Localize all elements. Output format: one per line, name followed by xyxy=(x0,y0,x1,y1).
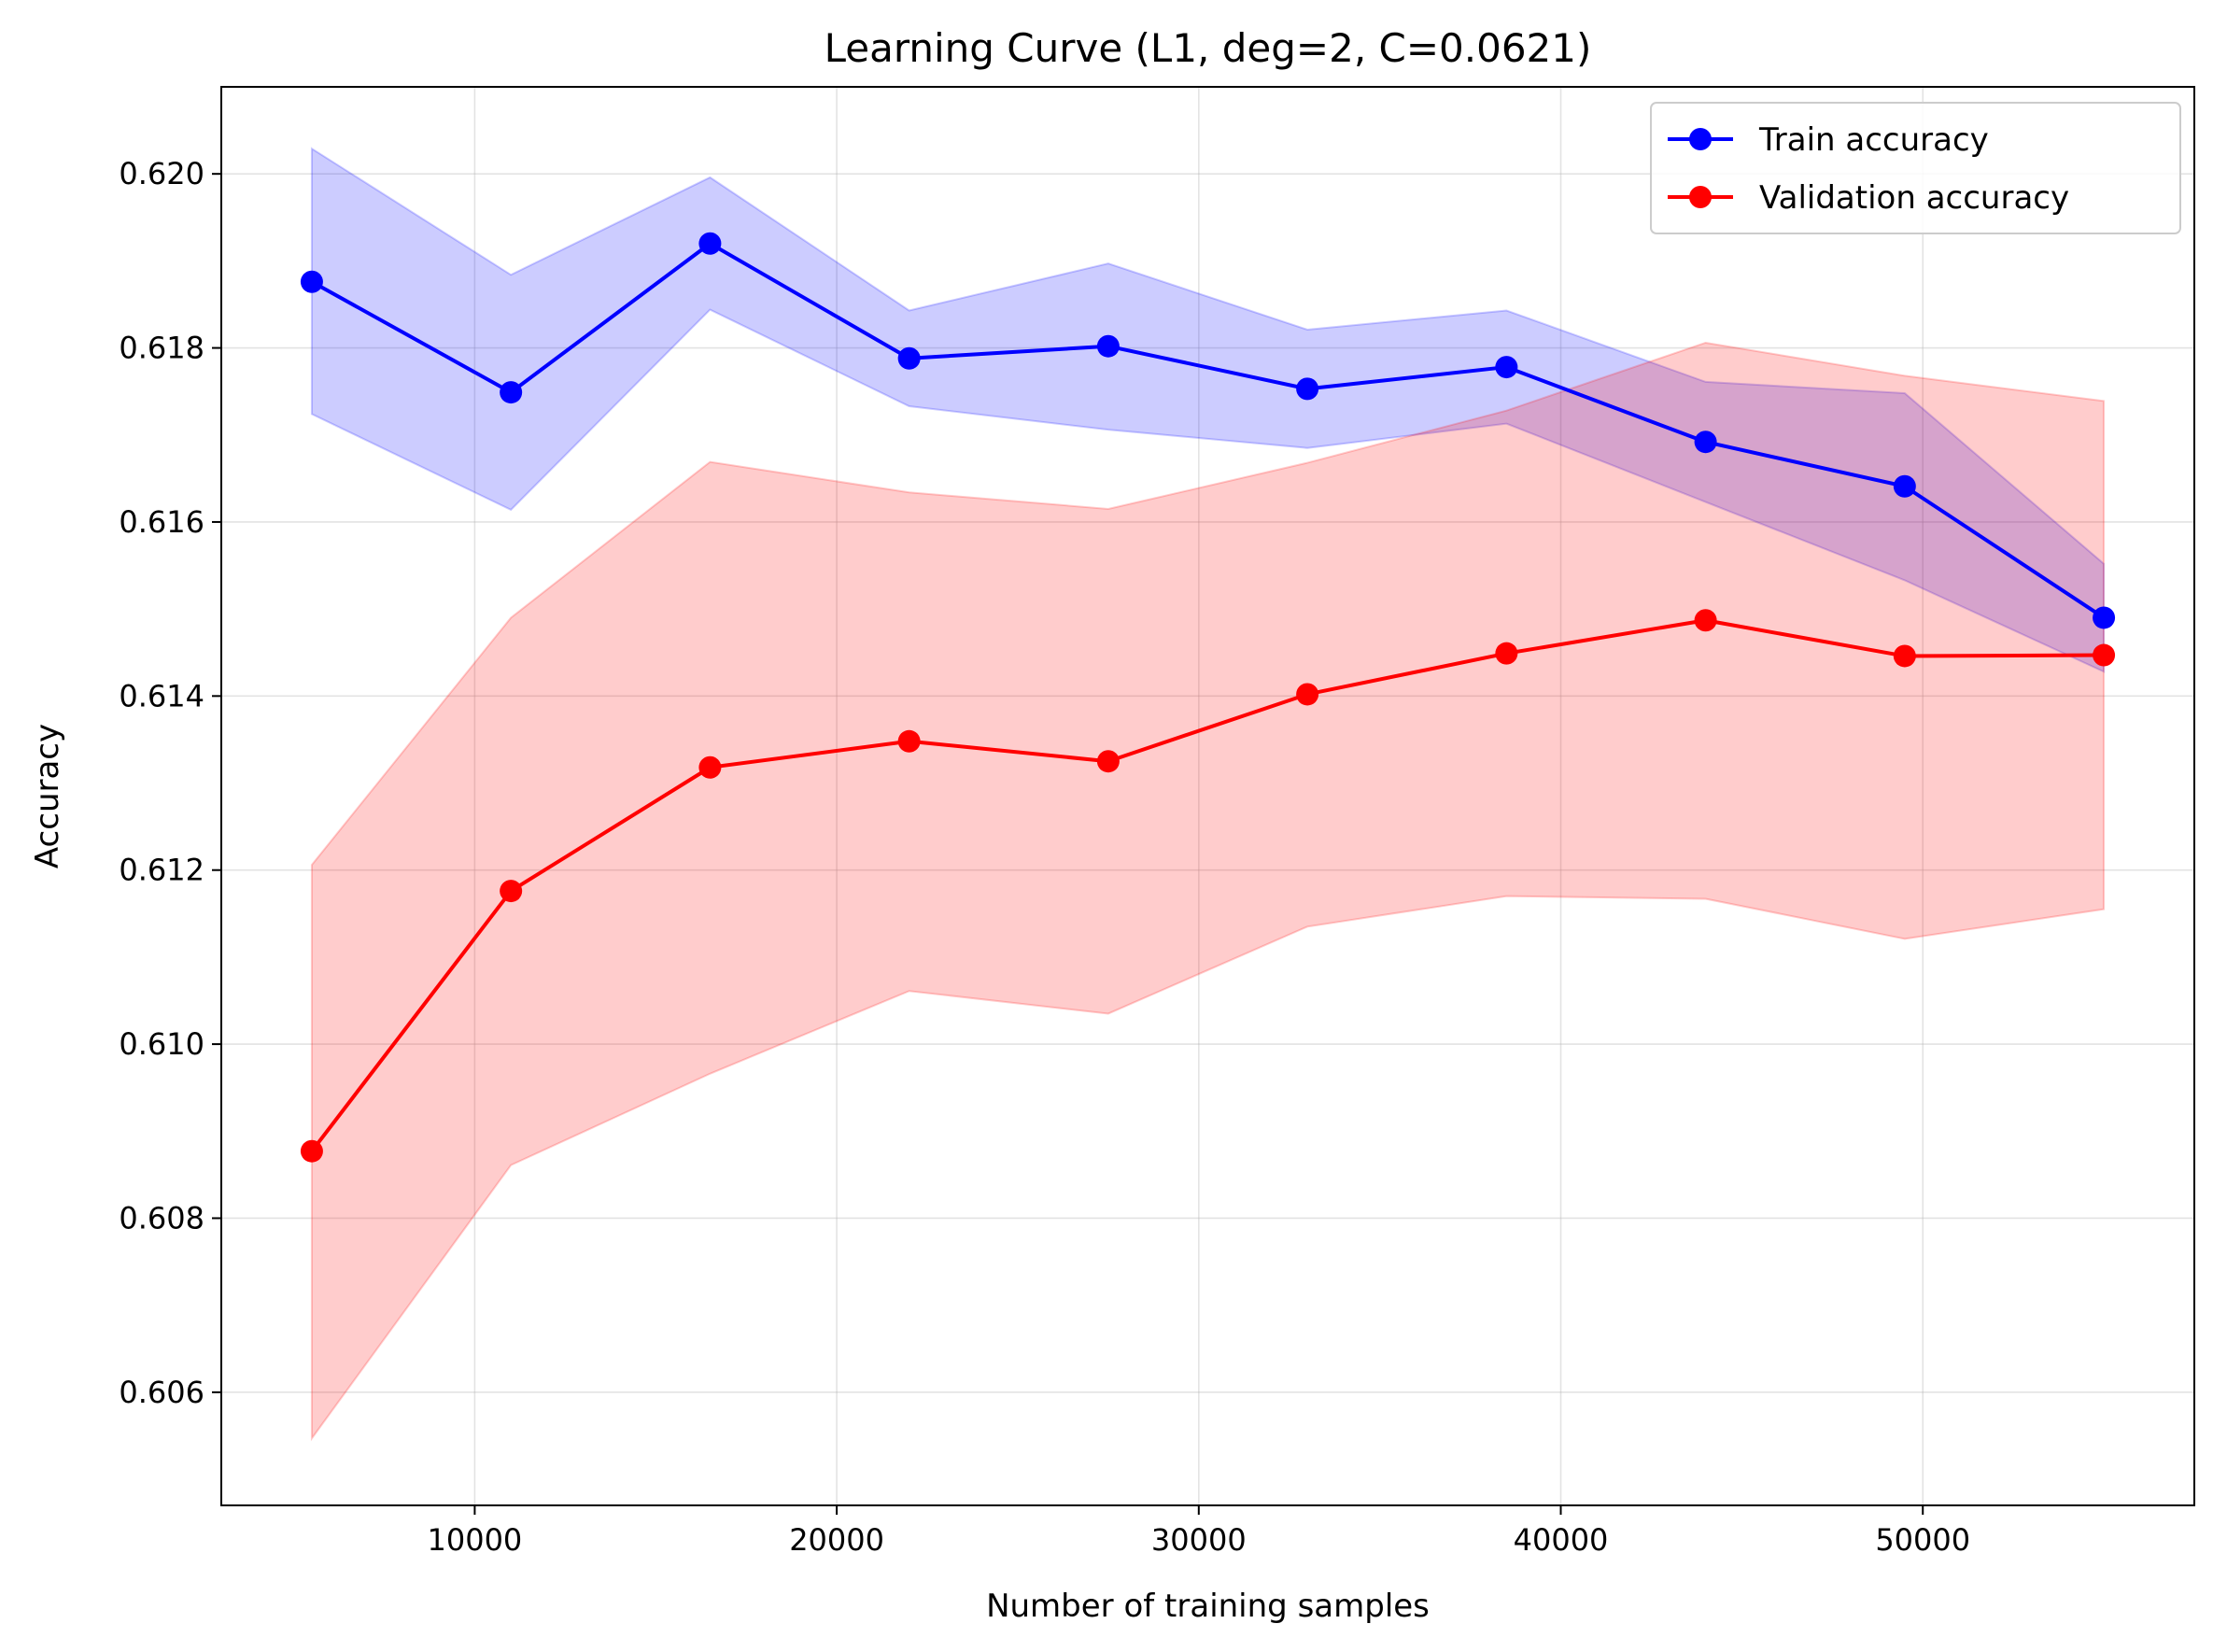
train-accuracy-point xyxy=(1893,474,1916,498)
plot-frame xyxy=(220,86,2195,1506)
train-accuracy-point xyxy=(300,270,323,293)
validation-accuracy-point xyxy=(1495,642,1518,665)
legend: Train accuracy Validation accuracy xyxy=(1650,102,2181,234)
grid xyxy=(221,87,2194,1505)
y-tick-label: 0.612 xyxy=(119,853,204,888)
chart-title: Learning Curve (L1, deg=2, C=0.0621) xyxy=(825,25,1592,71)
train-accuracy-point xyxy=(897,346,921,370)
validation-accuracy-point xyxy=(2093,643,2116,667)
y-tick-label: 0.608 xyxy=(119,1200,204,1235)
series-points xyxy=(300,232,2116,1163)
y-tick-label: 0.610 xyxy=(119,1026,204,1062)
x-tick-label: 40000 xyxy=(1514,1522,1609,1558)
train-accuracy-line xyxy=(310,241,2106,620)
validation-std-band xyxy=(310,341,2106,1442)
y-axis-ticks: 0.606 0.608 0.610 0.612 0.614 0.616 0.618 0.620 xyxy=(119,156,221,1410)
y-tick-label: 0.616 xyxy=(119,504,204,540)
legend-box xyxy=(1650,102,2181,234)
y-tick-label: 0.620 xyxy=(119,156,204,191)
validation-accuracy-point xyxy=(1694,609,1717,632)
validation-accuracy-point xyxy=(500,880,523,903)
train-accuracy-point xyxy=(1096,334,1120,358)
validation-accuracy-point xyxy=(897,729,921,753)
train-std-band xyxy=(310,147,2106,673)
train-accuracy-point xyxy=(698,232,722,255)
validation-accuracy-point xyxy=(1096,750,1120,773)
x-tick-label: 20000 xyxy=(789,1522,884,1558)
train-accuracy-point xyxy=(1495,356,1518,379)
legend-validation-label: Validation accuracy xyxy=(1759,179,2069,217)
train-accuracy-point xyxy=(1296,377,1319,401)
confidence-bands xyxy=(310,147,2106,1442)
validation-accuracy-point xyxy=(300,1139,323,1163)
y-tick-label: 0.606 xyxy=(119,1375,204,1410)
x-tick-label: 50000 xyxy=(1875,1522,1970,1558)
validation-accuracy-point xyxy=(1296,683,1319,706)
x-tick-label: 30000 xyxy=(1151,1522,1247,1558)
legend-train-marker xyxy=(1689,128,1712,150)
series-lines xyxy=(310,241,2106,1152)
x-axis-ticks: 10000 20000 30000 40000 50000 xyxy=(427,1505,1970,1558)
validation-accuracy-point xyxy=(698,755,722,779)
train-accuracy-point xyxy=(1694,431,1717,454)
train-accuracy-point xyxy=(2093,606,2116,629)
y-axis-title: Accuracy xyxy=(29,724,66,868)
legend-validation-marker xyxy=(1689,186,1712,208)
x-tick-label: 10000 xyxy=(427,1522,522,1558)
validation-accuracy-point xyxy=(1893,644,1916,668)
y-tick-label: 0.614 xyxy=(119,678,204,713)
x-axis-title: Number of training samples xyxy=(986,1588,1430,1625)
train-accuracy-point xyxy=(500,381,523,404)
legend-train-label: Train accuracy xyxy=(1758,121,1989,159)
validation-accuracy-line xyxy=(310,618,2105,1152)
y-tick-label: 0.618 xyxy=(119,331,204,366)
